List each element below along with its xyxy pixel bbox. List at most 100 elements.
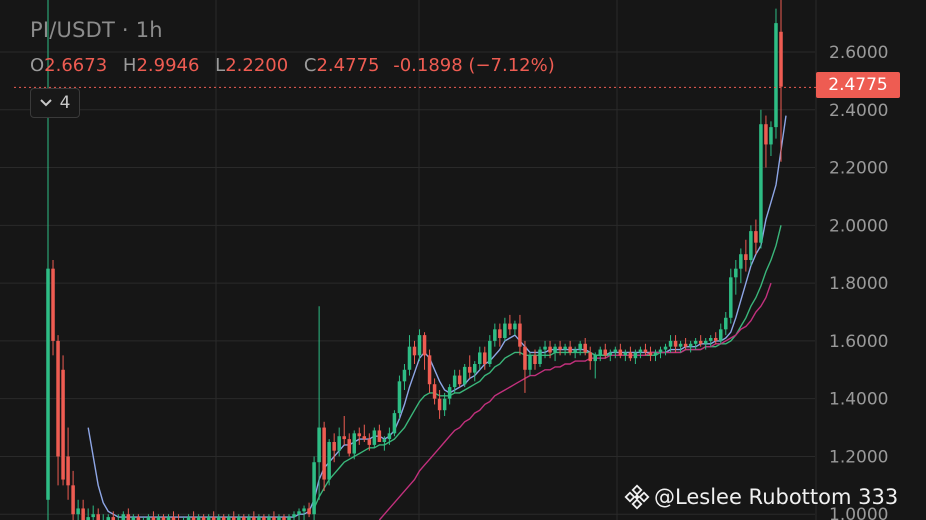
candle-body — [136, 517, 141, 520]
candle — [151, 511, 156, 520]
candle-body — [693, 340, 698, 344]
candle — [357, 427, 362, 445]
candle — [628, 346, 633, 362]
candle — [713, 332, 718, 344]
candle-body — [779, 31, 783, 87]
candle — [332, 433, 336, 463]
candle-body — [533, 355, 537, 364]
candle — [432, 378, 437, 405]
candle — [91, 505, 95, 520]
candle — [136, 514, 141, 520]
candle-body — [447, 387, 452, 399]
moving-average-line-2 — [313, 225, 782, 509]
candle-body — [191, 517, 196, 520]
candle — [658, 346, 663, 359]
candle — [724, 312, 728, 336]
candle-body — [668, 340, 673, 347]
candle-body — [623, 352, 628, 356]
candle-body — [618, 349, 623, 356]
candle-body — [734, 268, 738, 278]
candle — [508, 314, 512, 336]
candle-body — [342, 436, 346, 440]
candle-body — [558, 346, 562, 350]
candle-body — [287, 517, 291, 520]
candle — [317, 306, 321, 500]
candle — [437, 390, 442, 419]
candle-body — [392, 413, 397, 434]
indicator-count: 4 — [59, 93, 71, 113]
indicators-toggle-button[interactable]: 4 — [30, 88, 80, 118]
candle-body — [769, 127, 773, 145]
candle-body — [247, 517, 251, 520]
candle — [342, 416, 346, 445]
candle — [372, 427, 377, 448]
candle — [287, 514, 291, 520]
candle-body — [658, 349, 663, 353]
candle — [503, 317, 507, 341]
candle — [407, 335, 412, 376]
candle — [76, 499, 80, 520]
candle-body — [186, 517, 191, 520]
candle-body — [739, 254, 743, 269]
ohlc-readout: O2.6673 H2.9946 L2.2200 C2.4775 -0.1898 … — [30, 55, 555, 76]
candle-body — [462, 366, 467, 385]
candle-body — [51, 268, 55, 341]
candle — [698, 335, 703, 347]
candle-body — [292, 514, 296, 518]
candle — [171, 511, 176, 520]
candle — [86, 508, 90, 520]
candle — [196, 514, 201, 520]
candle-body — [422, 335, 427, 356]
candle — [66, 427, 70, 500]
pair-title: PI/USDT · 1h — [30, 18, 163, 42]
candle — [367, 433, 372, 451]
candle — [744, 239, 748, 272]
candle-body — [698, 340, 703, 344]
candle-body — [332, 442, 336, 451]
candle — [538, 346, 542, 367]
candle — [498, 323, 502, 347]
change-percent: (−7.12%) — [468, 55, 555, 76]
candle-body — [282, 517, 286, 520]
candle — [754, 219, 758, 255]
candle-body — [337, 436, 341, 451]
candle-body — [498, 329, 502, 338]
candle — [201, 514, 206, 520]
y-tick-label: 2.6000 — [829, 43, 888, 63]
candle-body — [472, 364, 477, 373]
candle — [56, 335, 60, 486]
candle-body — [66, 456, 70, 486]
candle-body — [613, 349, 618, 353]
y-tick-label: 1.8000 — [829, 274, 888, 294]
candle-body — [382, 439, 387, 442]
candle — [247, 514, 251, 520]
pair-name: PI/USDT — [30, 18, 116, 42]
candle — [377, 424, 382, 442]
candle — [297, 508, 301, 520]
candle-body — [387, 433, 392, 440]
candle-body — [237, 517, 241, 520]
candle — [593, 352, 597, 379]
candle-body — [593, 355, 597, 362]
candle — [638, 346, 643, 359]
moving-average-lines — [87, 115, 787, 520]
candle — [267, 514, 271, 520]
open-label: O — [30, 55, 45, 76]
candle — [598, 346, 603, 362]
candle-body — [553, 346, 557, 353]
low-value: 2.2200 — [225, 55, 289, 76]
candle — [166, 514, 171, 520]
candle — [643, 343, 648, 356]
candle — [718, 323, 723, 344]
candle-body — [56, 340, 60, 457]
candle-body — [151, 517, 156, 520]
candle — [46, 0, 50, 520]
candle-body — [96, 514, 100, 520]
candle — [779, 0, 783, 162]
candle-body — [221, 517, 226, 520]
candle — [211, 511, 216, 520]
candle — [488, 335, 492, 367]
candle — [252, 511, 256, 520]
candle — [397, 375, 402, 419]
